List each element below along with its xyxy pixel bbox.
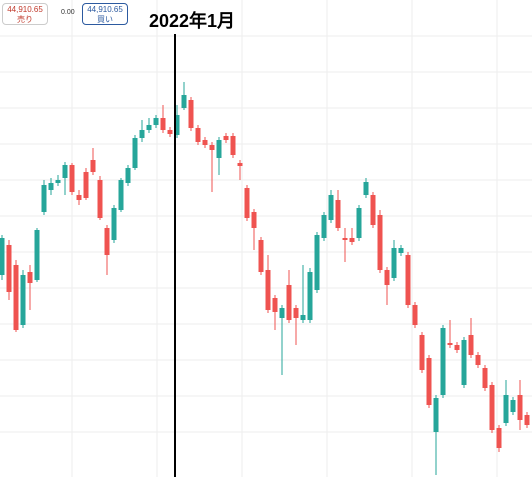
candle-body bbox=[524, 415, 530, 425]
buy-price: 44,910.65 bbox=[87, 5, 123, 14]
candle-body bbox=[167, 130, 173, 134]
candle-body bbox=[454, 345, 460, 350]
candle-body bbox=[195, 128, 201, 142]
sell-label: 売り bbox=[17, 15, 33, 24]
candle-body bbox=[279, 308, 285, 318]
candle-body bbox=[356, 208, 362, 238]
candle-body bbox=[433, 398, 439, 432]
candle-body bbox=[237, 163, 243, 166]
candle-body bbox=[307, 272, 313, 320]
candle-body bbox=[384, 270, 390, 285]
candle-body bbox=[132, 138, 138, 168]
candle-body bbox=[377, 215, 383, 270]
candle-body bbox=[34, 230, 40, 280]
candle-body bbox=[188, 100, 194, 128]
candle-body bbox=[160, 118, 166, 130]
candle-body bbox=[111, 208, 117, 240]
candle-body bbox=[461, 340, 467, 385]
buy-label: 買い bbox=[97, 15, 113, 24]
candle-body bbox=[27, 272, 33, 283]
sell-button[interactable]: 44,910.65 売り bbox=[2, 3, 48, 25]
candle-body bbox=[0, 238, 5, 275]
candle-body bbox=[412, 305, 418, 325]
candle-body bbox=[272, 298, 278, 312]
candle-body bbox=[174, 115, 180, 135]
candle-body bbox=[405, 255, 411, 305]
candle-body bbox=[496, 428, 502, 448]
candle-body bbox=[314, 235, 320, 290]
candle-body bbox=[363, 182, 369, 195]
candle-body bbox=[76, 195, 82, 200]
candle-body bbox=[6, 245, 12, 292]
candle-body bbox=[419, 335, 425, 370]
candle-body bbox=[265, 270, 271, 310]
candle-body bbox=[489, 385, 495, 430]
candle-body bbox=[118, 180, 124, 210]
candle-body bbox=[342, 238, 348, 240]
candle-body bbox=[104, 228, 110, 255]
candle-body bbox=[482, 368, 488, 388]
sell-price: 44,910.65 bbox=[7, 5, 43, 14]
candle-body bbox=[321, 215, 327, 238]
candle-body bbox=[475, 355, 481, 365]
candle-body bbox=[468, 335, 474, 355]
candle-body bbox=[447, 343, 453, 345]
candle-body bbox=[503, 395, 509, 423]
candle-body bbox=[335, 200, 341, 228]
candle-body bbox=[440, 328, 446, 395]
candle-body bbox=[181, 95, 187, 108]
buy-button[interactable]: 44,910.65 買い bbox=[82, 3, 128, 25]
candle-body bbox=[48, 183, 54, 190]
candle-body bbox=[398, 248, 404, 253]
candle-body bbox=[55, 180, 61, 183]
candle-body bbox=[286, 285, 292, 320]
candle-body bbox=[426, 358, 432, 405]
candle-body bbox=[139, 130, 145, 138]
candle-body bbox=[300, 315, 306, 320]
candle-body bbox=[90, 160, 96, 172]
candle-body bbox=[41, 185, 47, 212]
candle-body bbox=[328, 195, 334, 220]
candle-body bbox=[62, 165, 68, 178]
candle-body bbox=[13, 265, 19, 330]
candle-body bbox=[146, 125, 152, 130]
candle-body bbox=[370, 195, 376, 225]
annotation: 2022年1月 bbox=[149, 11, 236, 31]
candle-body bbox=[391, 248, 397, 278]
candle-body bbox=[223, 136, 229, 140]
candle-body bbox=[202, 140, 208, 145]
candle-body bbox=[83, 172, 89, 198]
candle-body bbox=[349, 238, 355, 242]
candle-body bbox=[244, 188, 250, 218]
candle-body bbox=[97, 180, 103, 218]
candle-body bbox=[293, 308, 299, 318]
candle-body bbox=[251, 212, 257, 228]
candle-body bbox=[510, 400, 516, 412]
candle-body bbox=[153, 118, 159, 125]
candle-body bbox=[209, 145, 215, 150]
candle-body bbox=[20, 275, 26, 325]
candle-body bbox=[230, 136, 236, 155]
candle-body bbox=[517, 395, 523, 420]
candle-body bbox=[258, 240, 264, 272]
spread: 0.00 bbox=[61, 9, 75, 16]
candle-body bbox=[69, 165, 75, 192]
candle-body bbox=[216, 140, 222, 158]
candle-body bbox=[125, 168, 131, 183]
candles bbox=[0, 82, 530, 475]
